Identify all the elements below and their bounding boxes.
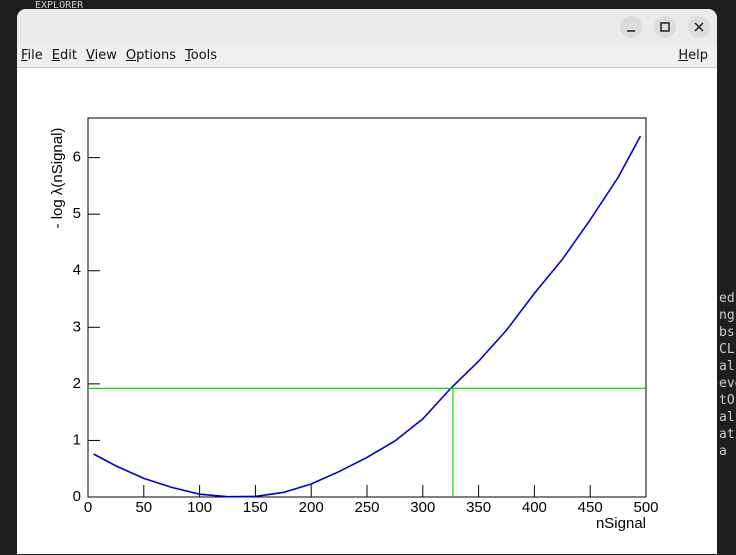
x-axis-title: nSignal <box>596 515 646 532</box>
menu-item[interactable]: Options <box>125 48 176 63</box>
menu-item[interactable]: View <box>85 48 117 63</box>
menu-bar: File Edit View Options Tools Help <box>17 45 717 68</box>
terminal-line: ati <box>719 427 736 442</box>
explorer-label: EXPLORER <box>35 0 84 11</box>
terminal-line: a <box>719 444 727 459</box>
terminal-line: CL <box>719 342 735 357</box>
terminal-line: ed <box>719 291 735 306</box>
x-tick-label: 50 <box>135 499 152 516</box>
terminal-line: bs <box>719 325 735 340</box>
terminal: ed ng bs CL al eve tO al ati a <box>719 290 736 460</box>
x-tick-label: 150 <box>243 499 268 516</box>
menu-item[interactable]: Tools <box>185 48 218 63</box>
x-tick-label: 0 <box>84 499 92 516</box>
window: File Edit View Options Tools Help <box>17 9 717 554</box>
y-axis-title: - log λ(nSignal) <box>49 128 66 229</box>
x-tick-label: 450 <box>578 499 603 516</box>
y-tick-label: 2 <box>73 375 81 392</box>
x-tick-label: 200 <box>299 499 324 516</box>
title-bar <box>17 9 717 45</box>
curve <box>93 135 642 498</box>
x-tick-label: 400 <box>522 499 547 516</box>
close-button[interactable] <box>688 16 710 38</box>
y-tick-label: 6 <box>73 149 81 166</box>
menu-item[interactable]: File <box>21 48 43 63</box>
minimize-button[interactable] <box>620 16 642 38</box>
terminal-line: al <box>719 410 735 425</box>
terminal-line: al <box>719 359 735 374</box>
y-tick-label: 3 <box>73 318 81 335</box>
menu-help[interactable]: Help <box>678 48 708 63</box>
plot-frame <box>87 117 647 498</box>
menu-item[interactable]: Edit <box>51 48 77 63</box>
x-tick-label: 100 <box>187 499 212 516</box>
x-tick-label: 250 <box>354 499 379 516</box>
y-tick-label: 4 <box>73 262 81 279</box>
terminal-line: eve <box>719 376 736 391</box>
terminal-line: tO <box>719 393 735 408</box>
terminal-line: ng <box>719 308 735 323</box>
y-tick-label: 0 <box>73 488 81 505</box>
x-tick-label: 350 <box>466 499 491 516</box>
x-tick-label: 300 <box>410 499 435 516</box>
y-tick-label: 1 <box>73 431 81 448</box>
maximize-button[interactable] <box>654 16 676 38</box>
x-tick-label: 500 <box>633 499 658 516</box>
y-tick-label: 5 <box>73 205 81 222</box>
